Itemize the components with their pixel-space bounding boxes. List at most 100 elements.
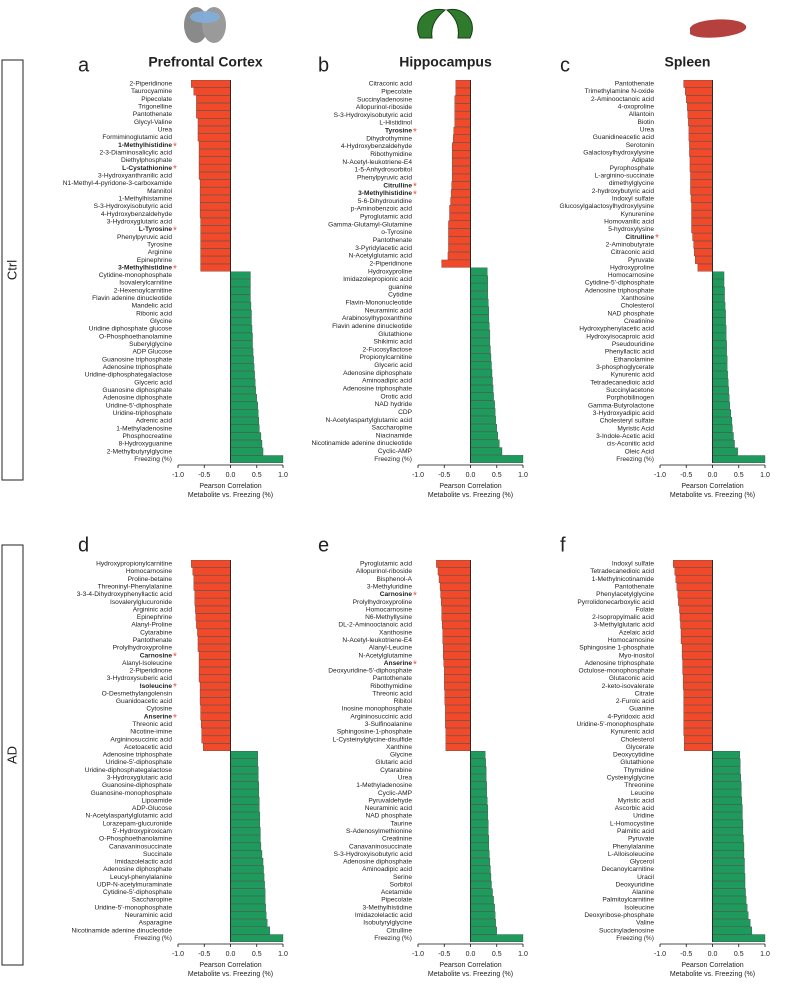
category-label: Flavin adenine dinucleotide bbox=[332, 323, 412, 330]
category-label: Argininosuccinic acid bbox=[110, 736, 172, 743]
x-tick-label: 0.0 bbox=[466, 951, 476, 958]
category-label: Adenosine diphosphate bbox=[103, 866, 172, 873]
category-label: Indoxyl sulfate bbox=[612, 561, 654, 568]
bar bbox=[691, 225, 713, 234]
category-label: Argininosuccinic acid bbox=[350, 713, 412, 720]
category-label: Niacinamide bbox=[376, 432, 413, 439]
bar bbox=[439, 582, 471, 591]
category-label: Mannitol bbox=[147, 188, 172, 195]
category-label: Cytarabine bbox=[140, 629, 172, 636]
category-label: Epinephrine bbox=[137, 257, 173, 264]
category-label: Decanoylcarnitine bbox=[602, 866, 655, 873]
category-label: Alanine bbox=[632, 889, 654, 896]
category-label: Allantoin bbox=[629, 111, 655, 118]
significance-marker: * bbox=[173, 713, 177, 724]
bar bbox=[453, 126, 471, 135]
bar bbox=[199, 194, 231, 203]
bar bbox=[200, 233, 231, 241]
category-label: Deoxycytidine bbox=[613, 752, 654, 759]
category-label: Succinate bbox=[143, 851, 172, 858]
bar bbox=[470, 873, 492, 881]
bar bbox=[442, 628, 471, 637]
category-label: Trigonelline bbox=[138, 104, 172, 111]
bar bbox=[449, 212, 471, 221]
bar bbox=[712, 796, 743, 805]
category-label: Tetradecanedioic acid bbox=[590, 379, 654, 386]
category-label: Pyroglutamic acid bbox=[360, 561, 412, 568]
bar bbox=[230, 934, 284, 942]
category-label: Uridine-5'-monophosphate bbox=[577, 721, 655, 728]
category-label: 1-Methylhistamine bbox=[118, 195, 172, 202]
bar bbox=[230, 409, 259, 418]
category-label: 2-Hexenoylcarnitine bbox=[114, 287, 173, 294]
bar bbox=[712, 865, 745, 874]
category-label: Isovalerylcarnitine bbox=[119, 280, 172, 287]
hippocampus-icon bbox=[417, 8, 473, 39]
category-label: Alanyl-Leucine bbox=[369, 645, 413, 652]
category-label: Glutathione bbox=[620, 759, 654, 766]
bar bbox=[712, 827, 744, 836]
bar bbox=[682, 674, 713, 683]
bar bbox=[470, 926, 497, 935]
bar bbox=[444, 697, 471, 706]
significance-marker: * bbox=[173, 164, 177, 175]
category-label: Glycerol bbox=[630, 859, 655, 866]
category-label: Pipecolate bbox=[381, 897, 412, 904]
bar bbox=[470, 934, 524, 942]
category-label: Uridine bbox=[633, 813, 654, 820]
bar bbox=[230, 363, 255, 372]
bar bbox=[445, 712, 471, 721]
category-label: Guanine bbox=[629, 706, 654, 713]
bar bbox=[230, 926, 271, 935]
category-label: Aminoadipic acid bbox=[362, 866, 412, 873]
category-label: Imidazolelactic acid bbox=[355, 912, 413, 919]
bar bbox=[470, 911, 496, 920]
category-label: CDP bbox=[398, 409, 413, 416]
category-label: O-Phosphoethanolamine bbox=[99, 836, 172, 843]
category-label: Hydroxyproline bbox=[610, 264, 654, 271]
category-label: Citrulline bbox=[386, 927, 412, 934]
x-tick-label: 1.0 bbox=[518, 472, 528, 479]
bar bbox=[196, 95, 231, 103]
bar bbox=[230, 804, 260, 813]
bar bbox=[683, 720, 713, 729]
category-label: Uridine-diphosphategalactose bbox=[85, 372, 173, 379]
category-label: Threonic acid bbox=[132, 721, 172, 728]
category-label: Taurine bbox=[390, 820, 412, 827]
category-label: Cytidine-monophosphate bbox=[99, 272, 173, 279]
bar bbox=[470, 850, 490, 858]
bar bbox=[230, 781, 260, 790]
category-label: Phenylpyruvic acid bbox=[357, 174, 412, 181]
bar bbox=[200, 225, 231, 234]
bar bbox=[200, 240, 231, 249]
category-label: Adenosine triphosphate bbox=[103, 364, 173, 371]
category-label: cis-Aconitic acid bbox=[607, 441, 655, 448]
bar bbox=[470, 314, 490, 323]
category-label: 4-Pyridoxic acid bbox=[607, 713, 654, 720]
bar bbox=[197, 125, 231, 134]
bar bbox=[682, 659, 713, 667]
category-label: Epinephrine bbox=[137, 614, 173, 621]
category-label: Cyclic-AMP bbox=[378, 448, 413, 455]
bar bbox=[443, 644, 471, 652]
category-label: 3-Indole-Acetic acid bbox=[596, 433, 654, 440]
bar bbox=[438, 575, 471, 583]
category-label: 4-oxoproline bbox=[618, 104, 655, 111]
category-label: Carnosine bbox=[380, 591, 413, 598]
bar bbox=[230, 865, 264, 874]
bar bbox=[230, 896, 266, 904]
category-label: Anserine bbox=[144, 713, 173, 720]
bar bbox=[683, 705, 713, 713]
category-label: 2-Aminooctanoic acid bbox=[591, 96, 654, 103]
x-tick-label: -0.5 bbox=[438, 951, 450, 958]
significance-marker: * bbox=[173, 264, 177, 275]
category-label: 5'-Hydroxypiroxicam bbox=[112, 828, 172, 835]
bar bbox=[689, 141, 713, 149]
x-tick-label: -0.5 bbox=[680, 472, 692, 479]
category-label: Freezing (%) bbox=[374, 935, 412, 942]
bar bbox=[688, 133, 713, 142]
bar bbox=[697, 263, 713, 272]
bar bbox=[441, 259, 471, 268]
bar bbox=[693, 248, 713, 257]
x-tick-label: 0.5 bbox=[492, 472, 502, 479]
